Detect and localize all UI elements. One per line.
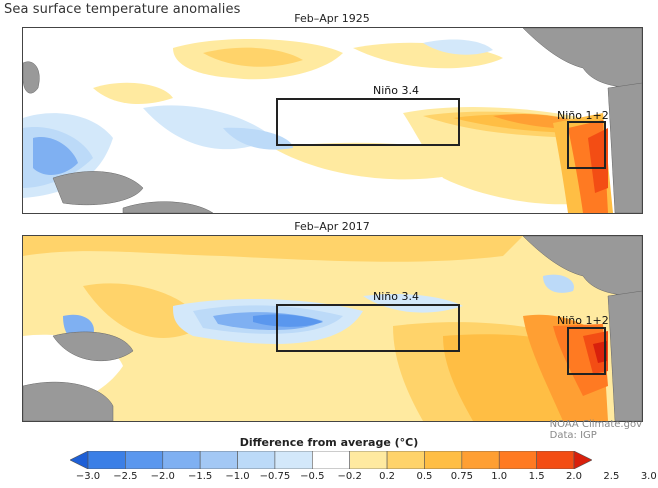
colorbar-cell	[424, 451, 463, 469]
colorbar-cell	[162, 451, 201, 469]
nino12-label-1925: Niño 1+2	[557, 109, 609, 122]
colorbar-cell	[274, 451, 313, 469]
map-panel-2017: Niño 3.4 Niño 1+2	[22, 235, 643, 422]
colorbar-tick-label: 1.0	[491, 471, 508, 482]
colorbar-tick-label: 2.5	[603, 471, 620, 482]
nino34-label-2017: Niño 3.4	[373, 290, 419, 303]
credits: NOAA Climate.gov Data: IGP	[550, 419, 642, 441]
nino34-box-1925	[276, 98, 460, 146]
colorbar-tick-label: 1.5	[528, 471, 545, 482]
colorbar-tick-label: −0.75	[259, 471, 291, 482]
colorbar-cell	[87, 451, 126, 469]
colorbar-tick-label: −0.2	[337, 471, 362, 482]
nino12-box-2017	[567, 327, 606, 375]
colorbar-min-arrow	[70, 451, 89, 469]
colorbar-cell	[237, 451, 276, 469]
colorbar-tick-label: 0.75	[450, 471, 473, 482]
sst-anomaly-map-1925	[23, 28, 642, 213]
credit-data: Data: IGP	[549, 430, 597, 441]
map-panel-1925: Niño 3.4 Niño 1+2	[22, 27, 643, 214]
colorbar-cell	[199, 451, 238, 469]
colorbar-tick-label: 3.0	[640, 471, 657, 482]
sst-anomaly-map-2017	[23, 236, 642, 421]
colorbar-tick-label: −1.5	[187, 471, 213, 482]
colorbar-tick-label: −1.0	[225, 471, 250, 482]
panel-2-label: Feb–Apr 2017	[294, 220, 370, 233]
nino34-box-2017	[276, 304, 460, 352]
colorbar-tick-label: −2.5	[113, 471, 138, 482]
colorbar-tick-label: −0.5	[300, 471, 325, 482]
colorbar-cell	[386, 451, 425, 469]
colorbar-cell	[349, 451, 388, 469]
legend-title: Difference from average (°C)	[239, 436, 419, 449]
colorbar-tick-label: 2.0	[566, 471, 582, 482]
panel-1-label: Feb–Apr 1925	[294, 12, 370, 25]
colorbar-cell	[461, 451, 500, 469]
colorbar-cell	[536, 451, 575, 469]
colorbar-max-arrow	[573, 451, 592, 469]
credit-source: NOAA Climate.gov	[549, 419, 642, 430]
nino12-box-1925	[567, 121, 606, 169]
colorbar-cell	[498, 451, 537, 469]
colorbar-tick-label: −2.0	[150, 471, 175, 482]
colorbar-cell	[312, 451, 350, 469]
colorbar	[70, 451, 592, 469]
colorbar-tick-label: 0.5	[416, 471, 433, 482]
colorbar-cell	[125, 451, 164, 469]
nino12-label-2017: Niño 1+2	[557, 314, 609, 327]
figure-title: Sea surface temperature anomalies	[4, 2, 241, 17]
colorbar-tick-label: 0.2	[379, 471, 396, 482]
nino34-label-1925: Niño 3.4	[373, 84, 419, 97]
colorbar-tick-label: −3.0	[75, 471, 101, 482]
